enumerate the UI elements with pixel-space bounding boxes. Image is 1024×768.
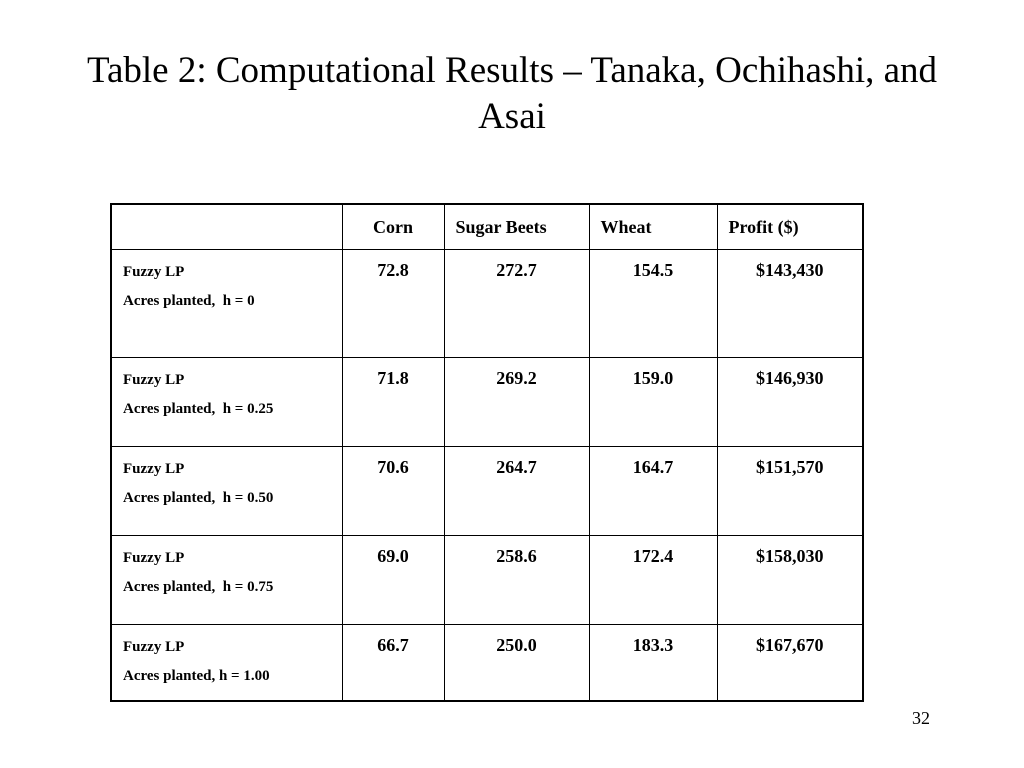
row-label-line: Fuzzy LP <box>123 639 185 655</box>
value-cell: 66.7 <box>341 624 445 701</box>
row-label-line: Acres planted, h = 0 <box>123 293 255 309</box>
value-cell: 164.7 <box>588 446 718 536</box>
value-cell: 172.4 <box>588 535 718 625</box>
value-cell: 154.5 <box>588 249 718 358</box>
value-cell: $143,430 <box>716 249 864 358</box>
value-cell: 69.0 <box>341 535 445 625</box>
row-label-cell: Fuzzy LP Acres planted, h = 0.75 <box>110 535 343 625</box>
value-cell: 269.2 <box>443 357 590 447</box>
slide-title: Table 2: Computational Results – Tanaka,… <box>86 50 938 137</box>
value-cell: $146,930 <box>716 357 864 447</box>
value-cell: 70.6 <box>341 446 445 536</box>
row-label-line: Acres planted, h = 0.25 <box>123 401 274 417</box>
value-cell: 72.8 <box>341 249 445 358</box>
column-header: Corn <box>341 203 445 250</box>
row-label-cell: Fuzzy LP Acres planted, h = 0.50 <box>110 446 343 536</box>
row-label-line: Fuzzy LP <box>123 461 185 477</box>
value-cell: 71.8 <box>341 357 445 447</box>
table-row: Fuzzy LP Acres planted, h = 0.50 70.6 264.7… <box>110 446 864 536</box>
row-label-line: Acres planted, h = 0.50 <box>123 490 274 506</box>
row-label-line: Fuzzy LP <box>123 372 185 388</box>
results-table: Corn Sugar Beets Wheat Profit ($) Fuzzy LP A… <box>110 203 864 702</box>
column-header: Sugar Beets <box>443 203 590 250</box>
page-number: 32 <box>912 708 930 728</box>
row-label-line: Fuzzy LP <box>123 550 185 566</box>
row-label-line: Fuzzy LP <box>123 264 185 280</box>
value-cell: 250.0 <box>443 624 590 701</box>
header-row: Corn Sugar Beets Wheat Profit ($) <box>110 203 864 250</box>
value-cell: 183.3 <box>588 624 718 701</box>
column-header: Wheat <box>588 203 718 250</box>
corner-cell <box>110 203 343 250</box>
value-cell: $167,670 <box>716 624 864 701</box>
table-row: Fuzzy LP Acres planted, h = 1.00 66.7 250.0… <box>110 624 864 701</box>
row-label-cell: Fuzzy LP Acres planted, h = 0 <box>110 249 343 358</box>
value-cell: 272.7 <box>443 249 590 358</box>
row-label-cell: Fuzzy LP Acres planted, h = 1.00 <box>110 624 343 701</box>
value-cell: 264.7 <box>443 446 590 536</box>
table-row: Fuzzy LP Acres planted, h = 0 72.8 272.7 154… <box>110 249 864 358</box>
value-cell: $151,570 <box>716 446 864 536</box>
row-label-line: Acres planted, h = 0.75 <box>123 579 274 595</box>
table-row: Fuzzy LP Acres planted, h = 0.75 69.0 258.6… <box>110 535 864 625</box>
row-label-line: Acres planted, h = 1.00 <box>123 668 270 684</box>
value-cell: 159.0 <box>588 357 718 447</box>
value-cell: $158,030 <box>716 535 864 625</box>
value-cell: 258.6 <box>443 535 590 625</box>
row-label-cell: Fuzzy LP Acres planted, h = 0.25 <box>110 357 343 447</box>
table-row: Fuzzy LP Acres planted, h = 0.25 71.8 269.2… <box>110 357 864 447</box>
column-header: Profit ($) <box>716 203 864 250</box>
